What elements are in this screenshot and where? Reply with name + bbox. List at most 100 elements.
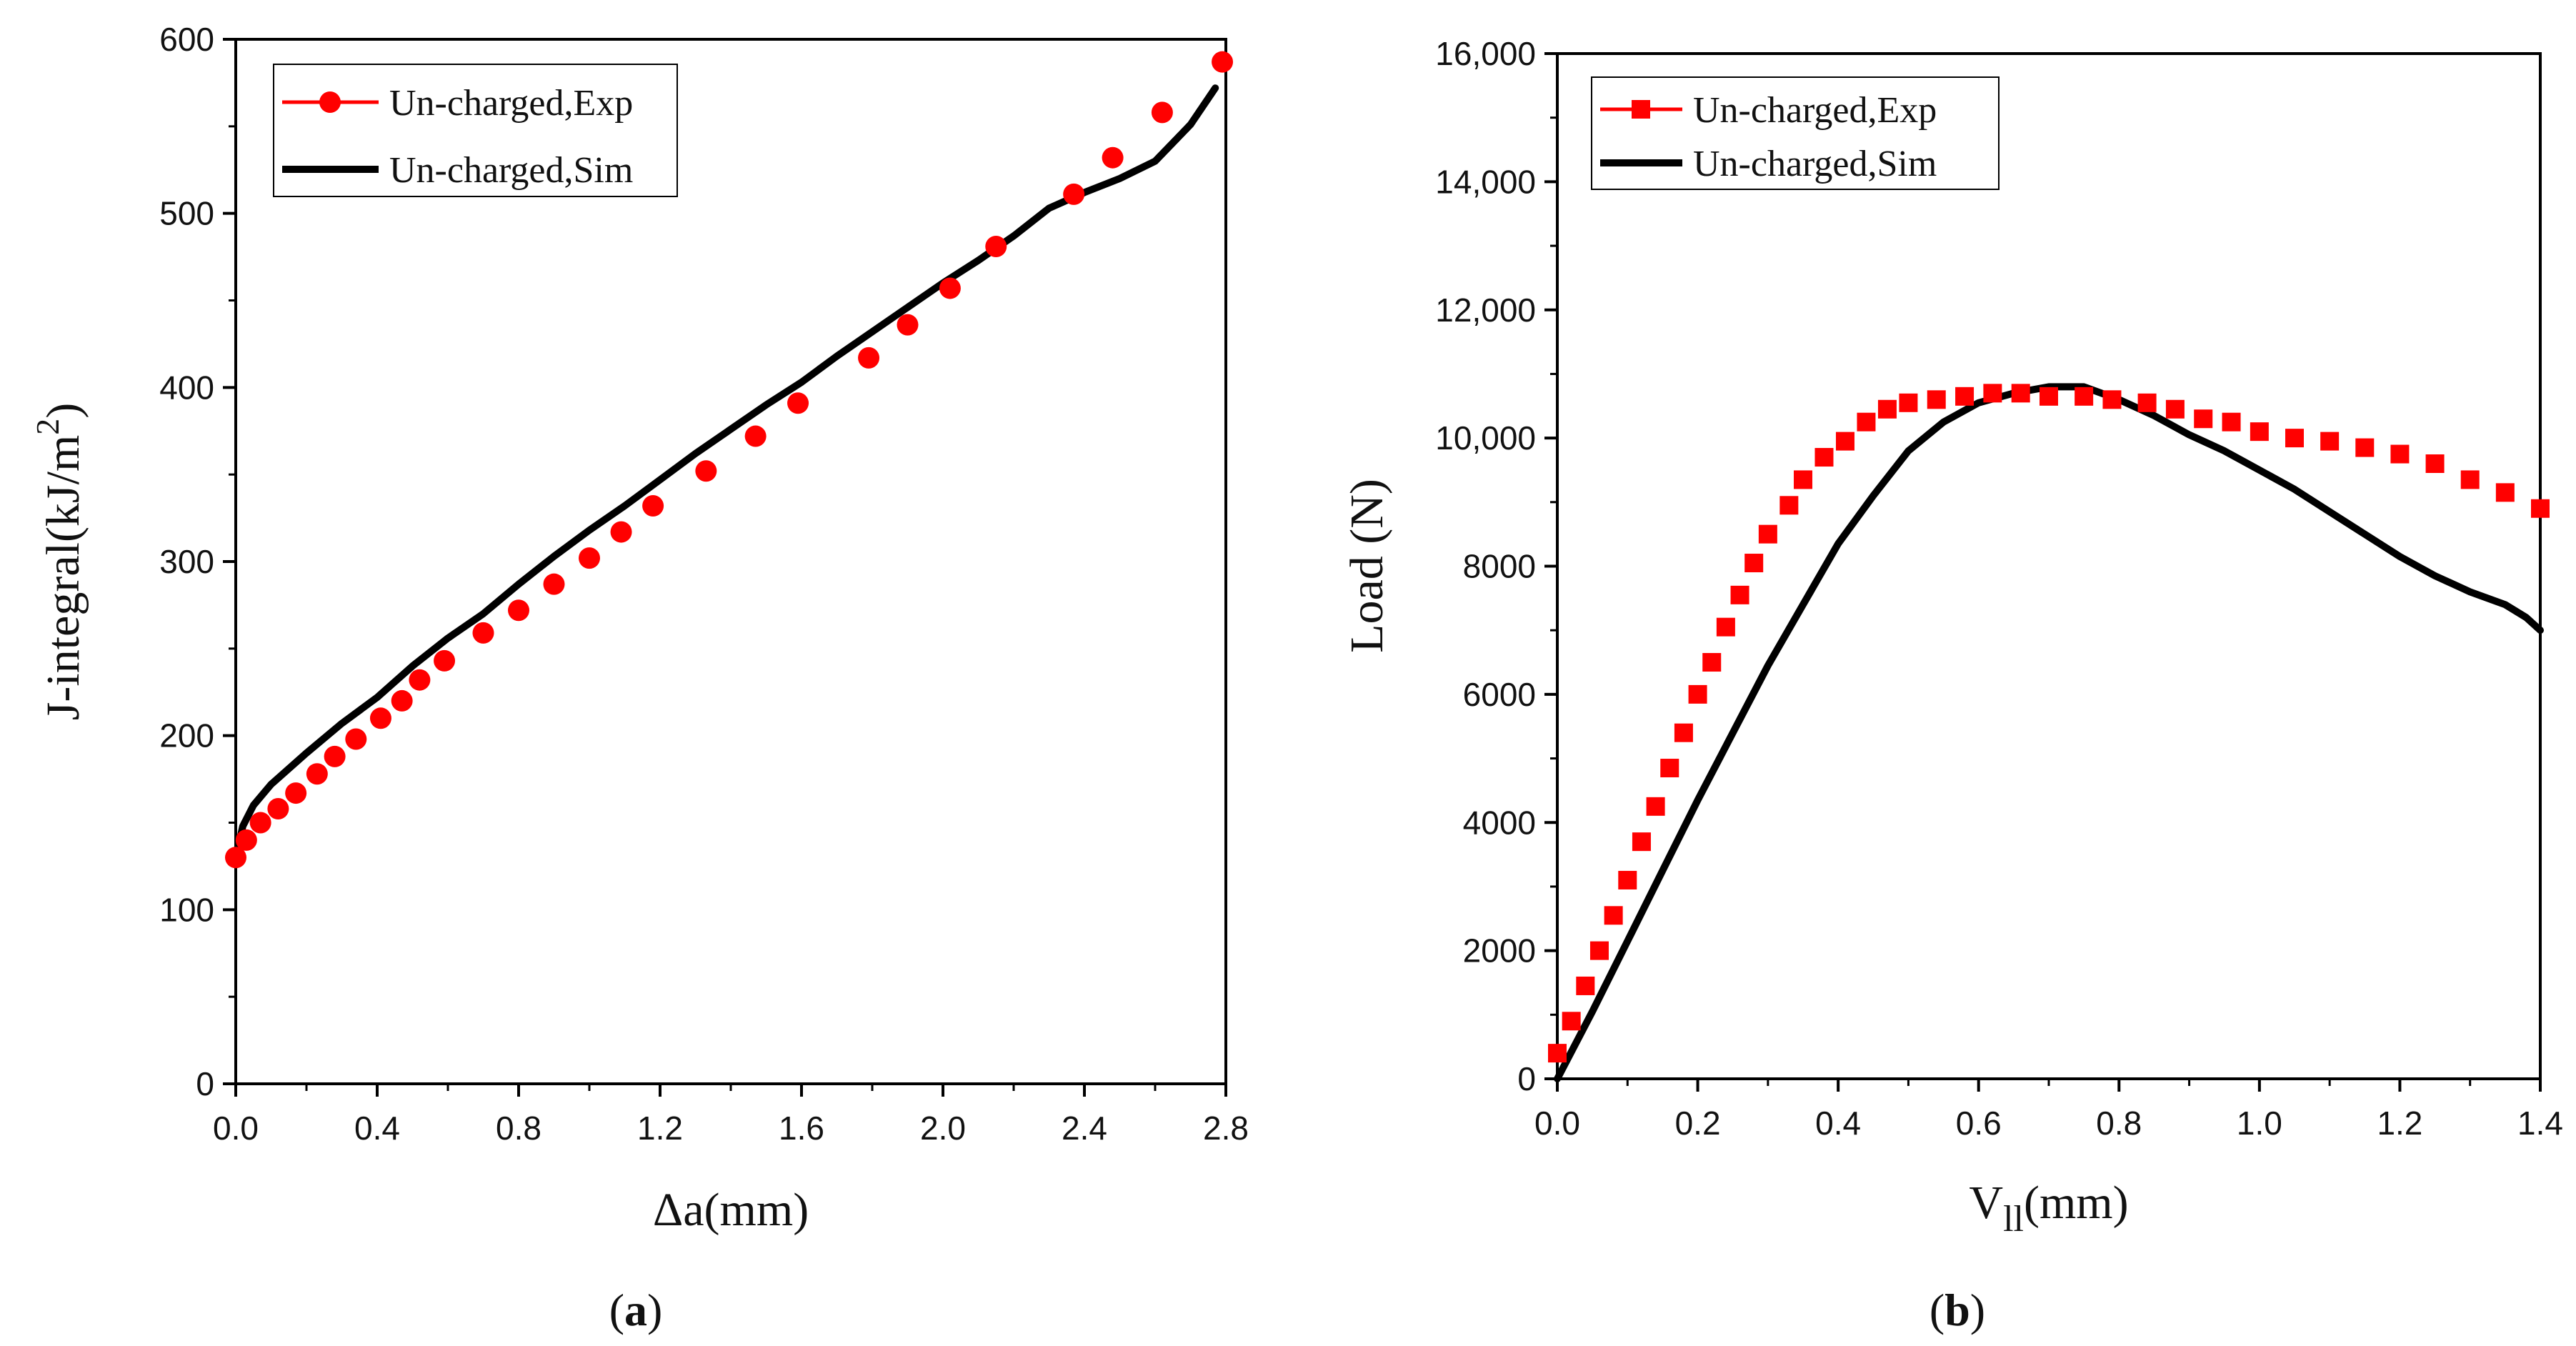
- panel-a-exp-point: [985, 235, 1007, 257]
- panel-a-legend-exp-label: Un-charged,Exp: [389, 83, 633, 124]
- panel-b-exp-point: [2137, 393, 2157, 412]
- panel-b-exp-point: [1589, 941, 1609, 960]
- panel-a-exp-point: [508, 599, 529, 622]
- panel-a-exp-point: [1151, 101, 1173, 124]
- panel-b-exp-point: [2460, 470, 2480, 489]
- panel-b-exp-point: [2165, 399, 2185, 419]
- panel-a-sim-line: [232, 84, 1219, 862]
- panel-a-exp-point: [391, 689, 413, 712]
- panel-b-exp-point: [1899, 393, 1918, 412]
- panel-b-exp-point: [1632, 832, 1651, 852]
- panel-b-exp-point: [1688, 684, 1707, 704]
- panel-b-exp-point: [2495, 483, 2515, 502]
- panel-a-exp-point: [858, 347, 880, 369]
- panel-a-exp-point: [1102, 146, 1124, 169]
- panel-b-exp-point: [1835, 432, 1854, 451]
- panel-b-x-tick-label: 1.4: [2517, 1105, 2563, 1142]
- panel-b-sim-line: [1554, 383, 2544, 1082]
- panel-b-x-axis-title: Vll(mm): [1969, 1177, 2128, 1240]
- panel-a-chart: 0.0 0.4 0.8 1.2 1.6 2.0 2.4 2.8 0 100 200 300 400 500…: [29, 21, 1249, 1335]
- panel-b-x-tick-label: 0.6: [1956, 1105, 2002, 1142]
- panel-a-x-tick-label: 0.0: [213, 1110, 259, 1147]
- panel-a-exp-point: [249, 812, 271, 834]
- panel-a-y-tick-label: 200: [159, 717, 214, 754]
- panel-b-legend-sim-label: Un-charged,Sim: [1693, 144, 1937, 184]
- panel-a-exp-point: [897, 314, 919, 336]
- panel-b-x-tick-label: 0.4: [1815, 1105, 1861, 1142]
- panel-a-exp-point: [642, 495, 664, 517]
- panel-b-exp-point: [1814, 448, 1834, 467]
- panel-a-y-axis-title-sup: 2: [29, 419, 66, 435]
- panel-a-exp-point: [306, 763, 328, 785]
- panel-b-x-tick-label: 0.0: [1534, 1105, 1580, 1142]
- panel-b-exp-point: [1730, 585, 1749, 604]
- panel-a-x-tick-label: 1.2: [637, 1110, 683, 1147]
- panel-a-y-axis-title: J-integral(kJ/m2): [29, 403, 89, 721]
- panel-b-y-axis-title: Load (N): [1341, 479, 1393, 653]
- panel-a-exp-point: [1212, 51, 1234, 73]
- panel-b-x-axis-title-suffix: (mm): [2024, 1177, 2129, 1229]
- panel-b-exp-point: [1660, 759, 1679, 778]
- panel-a-x-tick-label: 2.0: [920, 1110, 966, 1147]
- panel-a-exp-point: [610, 521, 632, 543]
- panel-b-exp-point: [1857, 412, 1876, 432]
- panel-a-exp-point: [409, 669, 431, 691]
- panel-b-exp-point: [2222, 412, 2241, 432]
- panel-b-exp-point: [1548, 1044, 1567, 1063]
- panel-b-legend-exp-marker: [1632, 100, 1650, 119]
- panel-b-exp-point: [1877, 399, 1897, 419]
- panel-b-exp-point: [2011, 384, 2030, 403]
- panel-a-x-tick-label: 1.6: [779, 1110, 824, 1147]
- panel-b-exp-point: [2194, 409, 2213, 429]
- panel-a-exp-point: [434, 649, 456, 672]
- panel-b-legend-box: [1591, 76, 2000, 190]
- panel-a-y-tick-label: 100: [159, 891, 214, 928]
- panel-b-y-tick-label: 8000: [1463, 548, 1536, 585]
- panel-b-exp-point: [1604, 906, 1623, 925]
- panel-b-exp-point: [2355, 438, 2375, 457]
- panel-b-x-axis-title-sub: ll: [2003, 1199, 2024, 1240]
- panel-a-legend: Un-charged,Exp Un-charged,Sim: [273, 64, 678, 197]
- panel-a-exp-point: [225, 847, 246, 869]
- panel-b-exp-point: [1744, 554, 1764, 573]
- panel-b-exp-point: [1576, 976, 1595, 995]
- panel-b-y-tick-label: 14,000: [1435, 163, 1536, 200]
- panel-a-exp-point: [1063, 183, 1085, 205]
- panel-b-exp-point: [1618, 870, 1637, 889]
- panel-a-exp-point: [267, 798, 289, 820]
- panel-b-label: (b): [1929, 1285, 1985, 1335]
- panel-a-legend-exp-marker: [319, 91, 341, 113]
- panel-b-y-tick-label: 12,000: [1435, 291, 1536, 329]
- panel-b-exp-point: [1758, 524, 1777, 544]
- panel-b-exp-point: [1562, 1012, 1581, 1031]
- panel-a-exp-point: [939, 277, 961, 299]
- panel-b-x-tick-label: 0.8: [2096, 1105, 2142, 1142]
- panel-a-x-tick-label: 2.8: [1203, 1110, 1249, 1147]
- panel-b-exp-point: [2075, 387, 2094, 406]
- panel-a-x-tick-label: 0.4: [354, 1110, 400, 1147]
- panel-b-exp-point: [1646, 797, 1665, 816]
- panel-a-y-tick-label: 0: [196, 1065, 214, 1102]
- panel-a-exp-point: [744, 425, 767, 447]
- panel-b-x-tick-label: 1.2: [2377, 1105, 2422, 1142]
- panel-b-y-tick-label: 16,000: [1435, 35, 1536, 72]
- panel-b-x-tick-label: 0.2: [1675, 1105, 1721, 1142]
- panel-a-label-letter: a: [624, 1285, 647, 1335]
- panel-a-exp-point: [472, 622, 494, 644]
- panel-b-y-tick-label: 10,000: [1435, 419, 1536, 457]
- panel-a-exp-point: [285, 782, 307, 804]
- panel-b-y-tick-label: 4000: [1463, 804, 1536, 841]
- panel-b-exp-point: [1779, 496, 1799, 515]
- panel-a-y-axis-title-suffix: ): [37, 403, 89, 419]
- panel-a-exp-point: [324, 745, 346, 767]
- panel-a-exp-point: [345, 728, 367, 750]
- panel-a-legend-box: [273, 64, 678, 197]
- panel-b-exp-point: [2102, 390, 2122, 409]
- panel-b-legend: Un-charged,Exp Un-charged,Sim: [1591, 76, 2000, 190]
- panel-b-exp-point: [2285, 429, 2304, 448]
- panel-a-exp-point: [695, 460, 717, 482]
- panel-a-x-axis-title: Δa(mm): [653, 1184, 809, 1236]
- panel-a-y-tick-label: 600: [159, 21, 214, 58]
- panel-b-exp-point: [1716, 617, 1735, 637]
